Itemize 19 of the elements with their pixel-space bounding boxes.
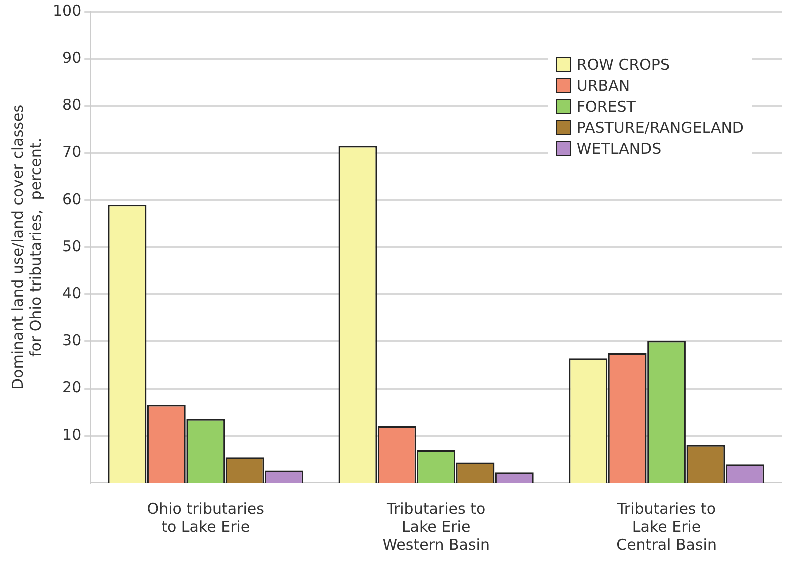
y-tick-label: 40 [62, 284, 82, 302]
legend-label: PASTURE/RANGELAND [576, 118, 744, 136]
x-tick-label: Ohio tributaries to Lake Erie [147, 500, 265, 536]
y-tick-label: 80 [62, 96, 82, 114]
y-tick-label: 50 [62, 237, 82, 256]
x-tick-label: Tributaries to Lake Erie Central Basin [616, 500, 717, 554]
y-tick-label: 90 [62, 48, 82, 67]
legend-label: ROW CROPS [576, 56, 670, 74]
y-tick-label: 10 [62, 426, 82, 444]
legend-label: WETLANDS [576, 140, 662, 158]
y-axis-title: Dominant land use/land cover classes for Ohio tributaries, percent. [8, 104, 45, 390]
x-tick-label: Tributaries to Lake Erie Western Basin [382, 500, 490, 554]
y-tick-label: 100 [52, 2, 82, 20]
y-tick-label: 30 [62, 332, 82, 350]
y-tick-label: 70 [62, 143, 82, 162]
y-tick-label: 60 [62, 190, 82, 208]
legend-label: URBAN [576, 76, 630, 94]
legend-label: FOREST [576, 98, 636, 116]
y-tick-label: 20 [62, 378, 82, 397]
